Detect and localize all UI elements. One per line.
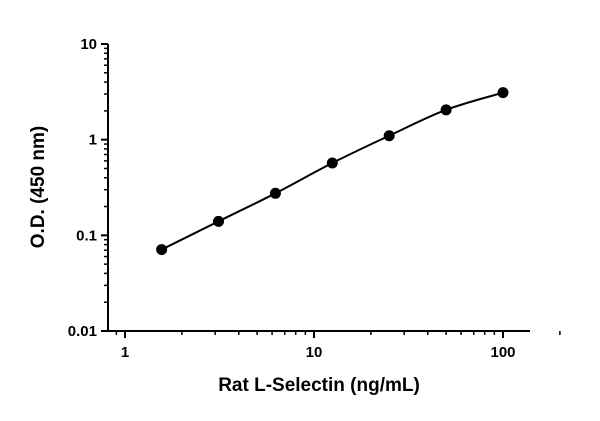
data-point: [213, 215, 225, 227]
data-point: [497, 87, 509, 99]
x-tick-label: 10: [306, 344, 323, 361]
data-point: [269, 187, 281, 199]
y-axis-title: O.D. (450 nm): [28, 126, 49, 248]
data-point: [383, 130, 395, 142]
x-tick-label: 100: [490, 344, 515, 361]
x-axis-title: Rat L-Selectin (ng/mL): [218, 375, 420, 396]
y-tick-label: 0.01: [68, 323, 97, 340]
data-points: [156, 87, 509, 256]
x-tick-label: 1: [121, 344, 129, 361]
data-point: [156, 244, 168, 256]
y-axis-ticks: 0.01 0.1 1 10: [68, 36, 108, 340]
fit-curve: [161, 91, 504, 251]
y-tick-label: 1: [89, 132, 97, 149]
data-point: [440, 104, 452, 116]
axes: [107, 44, 530, 332]
x-axis-ticks: 1 10 100: [115, 331, 561, 361]
y-tick-label: 0.1: [76, 227, 97, 244]
data-point: [326, 157, 338, 169]
y-tick-label: 10: [80, 36, 97, 53]
